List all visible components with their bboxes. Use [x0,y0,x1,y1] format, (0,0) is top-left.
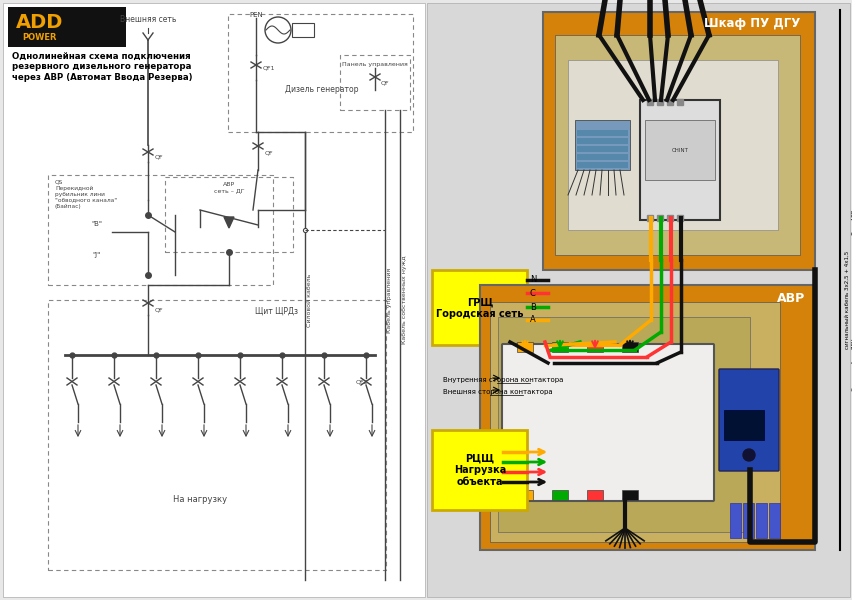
FancyBboxPatch shape [543,12,814,270]
Text: QS
Перекидной
рубильник лини
"обводного канала"
(Байпас): QS Перекидной рубильник лини "обводного … [55,180,117,209]
Text: C: C [529,289,535,298]
FancyBboxPatch shape [502,344,713,501]
FancyBboxPatch shape [729,503,740,538]
Text: "J": "J" [93,252,101,258]
FancyBboxPatch shape [576,130,627,136]
Text: CHINT: CHINT [671,148,688,152]
Circle shape [742,449,754,461]
Text: PEN: PEN [249,12,262,18]
FancyBboxPatch shape [3,3,424,597]
Text: Панель управления: Панель управления [342,62,407,67]
Text: QF2: QF2 [355,379,368,385]
FancyBboxPatch shape [576,154,627,160]
FancyBboxPatch shape [576,138,627,144]
Text: Щит ЩРДз: Щит ЩРДз [255,307,297,316]
Polygon shape [224,217,233,228]
FancyBboxPatch shape [574,120,630,170]
Text: Силовой кабель: Силовой кабель [307,274,312,326]
Text: ГРЩ
Городская сеть: ГРЩ Городская сеть [435,297,523,319]
Text: B: B [529,302,535,311]
FancyBboxPatch shape [723,410,763,440]
Text: Внешняя сторона контактора: Внешняя сторона контактора [442,389,552,395]
FancyBboxPatch shape [586,490,602,500]
Text: QF: QF [155,307,164,313]
Text: QF1: QF1 [262,65,275,70]
Text: Сигналы А на ДГУ по цветам соединять с сигналами В на АВР: Сигналы А на ДГУ по цветам соединять с с… [850,209,852,391]
FancyBboxPatch shape [516,490,532,500]
Text: На нагрузку: На нагрузку [173,496,227,505]
Text: Однолинейная схема подключения
резервного дизельного генератора
через АВР (Автом: Однолинейная схема подключения резервног… [12,52,193,82]
Text: A: A [529,316,535,325]
FancyBboxPatch shape [489,302,779,542]
FancyBboxPatch shape [555,35,799,255]
FancyBboxPatch shape [551,490,567,500]
Text: QF: QF [381,80,389,85]
FancyBboxPatch shape [769,503,779,538]
FancyBboxPatch shape [576,162,627,168]
FancyBboxPatch shape [431,270,527,345]
FancyBboxPatch shape [621,490,637,500]
FancyBboxPatch shape [742,503,753,538]
Text: Дизель генератор: Дизель генератор [285,85,358,94]
Text: РЦЩ
Нагрузка
объекта: РЦЩ Нагрузка объекта [453,454,505,487]
FancyBboxPatch shape [621,342,637,352]
FancyBboxPatch shape [567,60,777,230]
Text: Внутренняя сторона контактора: Внутренняя сторона контактора [442,377,562,383]
FancyBboxPatch shape [639,100,719,220]
Text: "B": "B" [91,221,102,227]
Text: Шкаф ПУ ДГУ: Шкаф ПУ ДГУ [703,17,799,30]
FancyBboxPatch shape [431,430,527,510]
Text: N: N [529,275,536,284]
Text: POWER: POWER [23,32,57,41]
FancyBboxPatch shape [480,285,814,550]
FancyBboxPatch shape [498,317,749,532]
Text: АВР: АВР [776,292,804,305]
FancyBboxPatch shape [586,342,602,352]
FancyBboxPatch shape [576,146,627,152]
Text: Кабель управления: Кабель управления [387,268,392,332]
Text: QF: QF [265,151,273,155]
FancyBboxPatch shape [551,342,567,352]
FancyBboxPatch shape [291,23,314,37]
FancyBboxPatch shape [718,369,778,471]
Text: Кабель собственных нужд: Кабель собственных нужд [401,256,406,344]
FancyBboxPatch shape [644,120,714,180]
FancyBboxPatch shape [8,7,126,47]
Text: QF: QF [155,154,164,160]
FancyBboxPatch shape [755,503,766,538]
Text: ADD: ADD [16,13,64,31]
Text: АВР
сеть – ДГ: АВР сеть – ДГ [214,182,244,193]
Text: Внешняя сеть: Внешняя сеть [119,15,176,24]
FancyBboxPatch shape [516,342,532,352]
Text: сигнальный кабель 3х2,5 + 4х1,5: сигнальный кабель 3х2,5 + 4х1,5 [844,251,849,349]
FancyBboxPatch shape [427,3,849,597]
